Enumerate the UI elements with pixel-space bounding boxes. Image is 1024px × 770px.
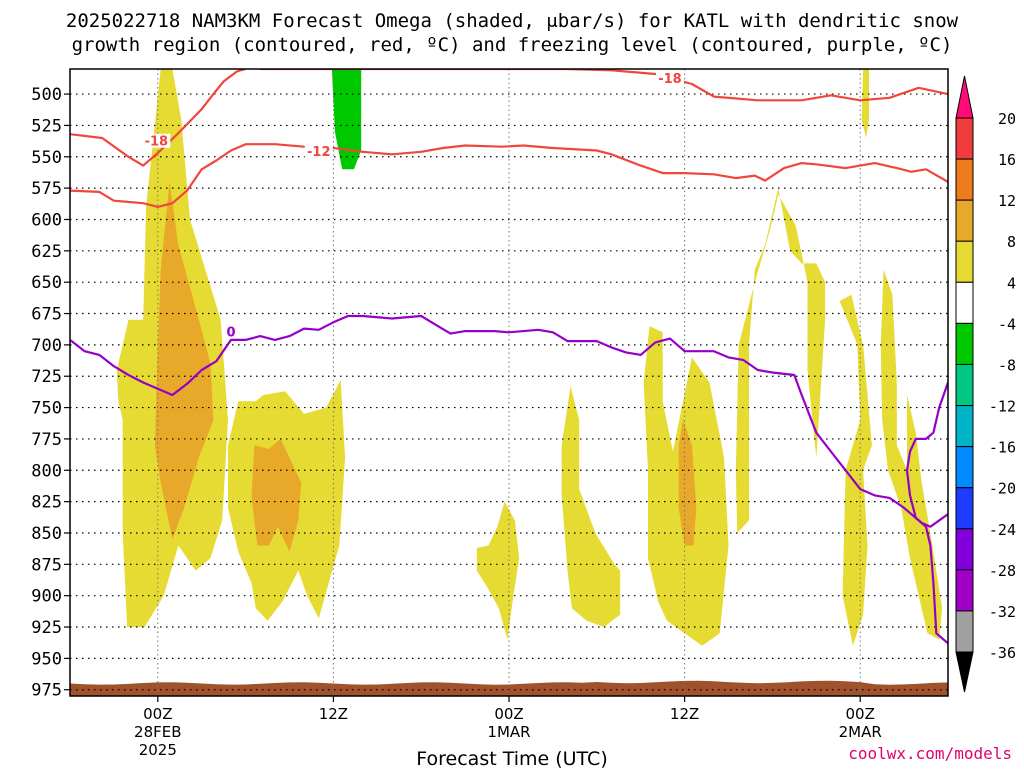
colorbar-label: 16 [998, 151, 1016, 169]
colorbar-swatch [955, 363, 974, 407]
omega-shading [116, 69, 943, 646]
y-tick-label: 800 [31, 461, 62, 481]
colorbar-label: -32 [989, 603, 1016, 621]
colorbar-label: 12 [998, 192, 1016, 210]
colorbar-bottom-arrow [955, 651, 974, 693]
colorbar-label: -8 [998, 356, 1016, 374]
colorbar-label: -16 [989, 439, 1016, 457]
y-tick-label: 725 [31, 367, 62, 387]
y-tick-label: 875 [31, 555, 62, 575]
colorbar-label: -28 [989, 562, 1016, 580]
x-tick-label: 12Z [670, 705, 699, 723]
contour-label-0: -18 [145, 135, 169, 150]
y-tick-label: 925 [31, 618, 62, 638]
y-axis: 500 525 550 575 600 625 650 675 700 725 750 775 800 8… [31, 85, 70, 701]
colorbar-label: 4 [1007, 274, 1016, 292]
contour-line-1 [260, 69, 948, 102]
colorbar-label: 20 [998, 110, 1016, 128]
x-tick-label: 28FEB [134, 723, 181, 741]
x-tick-label: 00Z [494, 705, 523, 723]
colorbar-swatch [955, 158, 974, 201]
x-tick-label: 00Z [846, 705, 875, 723]
omega-region-6 [839, 294, 872, 646]
ground-layer [70, 680, 948, 696]
y-tick-label: 550 [31, 148, 62, 168]
y-tick-label: 625 [31, 242, 62, 262]
colorbar-swatch [955, 528, 974, 571]
contour-line-2 [70, 143, 948, 208]
y-tick-label: 950 [31, 649, 62, 669]
contour-line-0 [70, 69, 246, 167]
colorbar-swatch [955, 405, 974, 448]
omega-region-9 [154, 181, 214, 540]
x-tick-label: 2025 [139, 741, 177, 759]
contour-line-4 [905, 382, 948, 528]
y-tick-label: 500 [31, 85, 62, 105]
y-tick-label: 850 [31, 524, 62, 544]
omega-region-7 [880, 269, 943, 640]
colorbar-swatch [955, 610, 974, 653]
colorbar-swatch [955, 117, 974, 160]
y-tick-label: 525 [31, 116, 62, 136]
colorbar-label: -20 [989, 480, 1016, 498]
chart-title-line-1: 2025022718 NAM3KM Forecast Omega (shaded… [65, 10, 959, 32]
colorbar-swatch [955, 199, 974, 242]
colorbar-swatch [955, 446, 974, 489]
y-tick-label: 575 [31, 179, 62, 199]
y-tick-label: 700 [31, 336, 62, 356]
ground-fill [70, 680, 948, 696]
temperature-contours [70, 69, 948, 645]
y-tick-label: 675 [31, 305, 62, 325]
x-axis-label: Forecast Time (UTC) [416, 748, 608, 770]
omega-region-10 [251, 438, 302, 552]
colorbar-label: 8 [1007, 233, 1016, 251]
omega-region-5 [735, 188, 826, 533]
contour-label-1: -18 [658, 72, 682, 87]
y-tick-label: 975 [31, 681, 62, 701]
colorbar-swatch [955, 240, 974, 283]
y-tick-label: 775 [31, 430, 62, 450]
y-tick-label: 750 [31, 399, 62, 419]
colorbar-swatch [955, 569, 974, 612]
omega-region-11 [678, 420, 697, 546]
x-tick-label: 1MAR [487, 723, 530, 741]
colorbar-label: -4 [998, 315, 1016, 333]
colorbar-label: -36 [989, 644, 1016, 662]
x-tick-label: 2MAR [839, 723, 882, 741]
colorbar-swatch [955, 487, 974, 530]
contour-label-2: -12 [307, 145, 331, 160]
y-tick-label: 900 [31, 587, 62, 607]
x-tick-label: 12Z [319, 705, 348, 723]
colorbar-label: -12 [989, 398, 1016, 416]
colorbar: 20 16 12 8 4 -4 -8 -12 -16 -20 -24 -28 -32 -36 [955, 75, 1016, 693]
x-tick-label: 00Z [143, 705, 172, 723]
y-tick-label: 825 [31, 493, 62, 513]
credit-text: coolwx.com/models [848, 744, 1012, 763]
omega-region-8 [861, 69, 869, 138]
omega-region-3 [561, 386, 621, 627]
colorbar-swatch [955, 281, 974, 324]
omega-region-2 [476, 501, 520, 640]
y-tick-label: 650 [31, 273, 62, 293]
colorbar-label: -24 [989, 521, 1016, 539]
omega-region-12 [331, 69, 362, 170]
chart-title-line-2: growth region (contoured, red, ºC) and f… [71, 34, 953, 56]
contour-line-3 [70, 314, 948, 645]
contour-label-3: 0 [226, 325, 235, 340]
colorbar-top-arrow [955, 75, 974, 119]
y-tick-label: 600 [31, 210, 62, 230]
colorbar-swatch [955, 322, 974, 365]
